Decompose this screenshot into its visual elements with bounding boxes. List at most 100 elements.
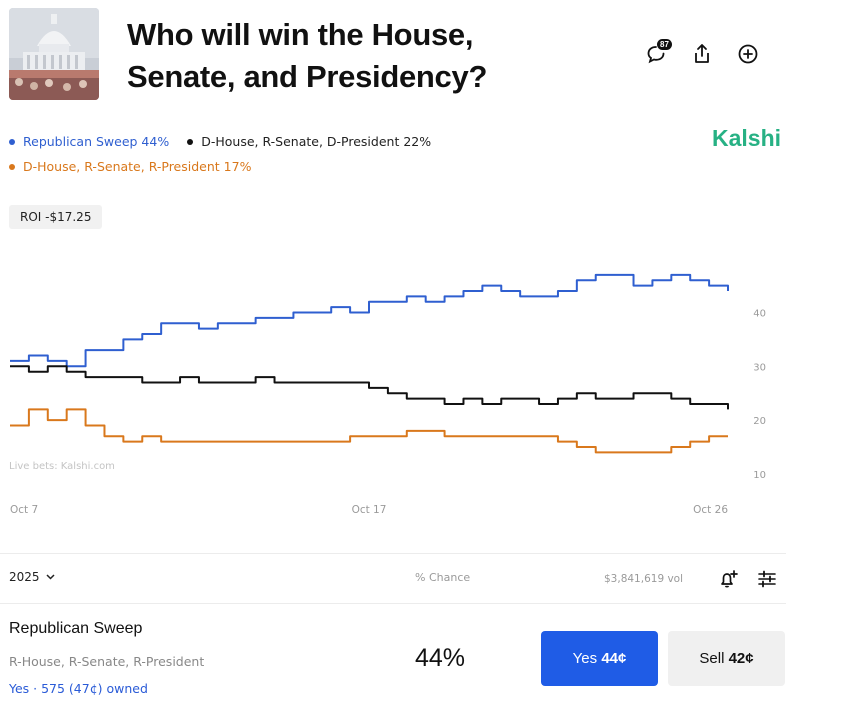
legend-label: D-House, R-Senate, R-President 17% [23, 159, 252, 174]
data-point [669, 445, 673, 449]
market-name[interactable]: Republican Sweep [9, 620, 143, 637]
data-point [65, 407, 69, 411]
legend-dot [9, 163, 15, 170]
position-owned: Yes · 575 (47¢) owned [9, 681, 148, 696]
data-point [499, 289, 503, 293]
legend-item[interactable]: D-House, R-Senate, D-President 22% [187, 134, 431, 149]
market-chance: 44% [415, 644, 466, 672]
yes-prefix: Yes [572, 650, 598, 667]
data-point [556, 397, 560, 401]
data-point [726, 434, 730, 438]
data-point [480, 284, 484, 288]
data-point [46, 359, 50, 363]
data-point [613, 273, 617, 277]
data-point [140, 434, 144, 438]
data-point [518, 294, 522, 298]
data-point [424, 429, 428, 433]
data-point [480, 402, 484, 406]
data-point [235, 440, 239, 444]
data-point [726, 289, 730, 293]
data-point [650, 391, 654, 395]
data-point [329, 305, 333, 309]
data-point [273, 316, 277, 320]
legend-item[interactable]: D-House, R-Senate, R-President 17% [9, 159, 251, 174]
data-point [197, 327, 201, 331]
data-point [348, 380, 352, 384]
data-point [159, 440, 163, 444]
data-point [273, 380, 277, 384]
data-point [178, 440, 182, 444]
data-point [216, 380, 220, 384]
data-point [310, 380, 314, 384]
data-point [632, 450, 636, 454]
data-point [46, 418, 50, 422]
share-icon[interactable] [686, 38, 718, 70]
page-title: Who will win the House, Senate, and Pres… [127, 17, 488, 94]
data-point [650, 278, 654, 282]
data-point [669, 273, 673, 277]
data-point [329, 440, 333, 444]
brand-logo: Kalshi [712, 125, 782, 151]
x-tick-label: Oct 26 [693, 504, 728, 516]
data-point [386, 434, 390, 438]
data-point [424, 397, 428, 401]
data-point [121, 375, 125, 379]
data-point [688, 440, 692, 444]
data-point [594, 273, 598, 277]
roi-badge: ROI -$17.25 [9, 205, 103, 229]
y-tick-label: 10 [753, 470, 766, 481]
data-point [102, 348, 106, 352]
data-point [480, 434, 484, 438]
y-tick-label: 30 [753, 362, 766, 373]
legend-dot [187, 138, 194, 145]
chart-watermark: Live bets: Kalshi.com [9, 461, 115, 472]
settings-sliders-icon[interactable] [754, 566, 780, 592]
comment-icon[interactable]: 87 [640, 38, 672, 70]
data-point [140, 332, 144, 336]
data-point [632, 284, 636, 288]
data-point [121, 440, 125, 444]
data-point [669, 397, 673, 401]
data-point [575, 391, 579, 395]
data-point [726, 407, 730, 411]
data-point [235, 380, 239, 384]
probability-chart: Live bets: Kalshi.com 40 30 20 10 Oct 7 Oct 1… [8, 273, 766, 516]
chart-legend: Republican Sweep 44% D-House, R-Senate, … [9, 129, 431, 179]
data-point [291, 440, 295, 444]
data-point [443, 294, 447, 298]
year-select[interactable]: 2025 [9, 570, 55, 584]
data-point [178, 321, 182, 325]
data-point [461, 434, 465, 438]
data-point [405, 429, 409, 433]
data-point [499, 434, 503, 438]
data-point [461, 397, 465, 401]
data-point [329, 380, 333, 384]
data-point [613, 450, 617, 454]
data-point [461, 289, 465, 293]
chevron-down-icon [46, 574, 55, 580]
header-actions: 87 [640, 38, 764, 70]
buy-yes-button[interactable]: Yes 44¢ [541, 631, 658, 686]
legend-item[interactable]: Republican Sweep 44% [9, 134, 169, 149]
add-icon[interactable] [732, 38, 764, 70]
data-point [8, 364, 12, 368]
data-point [8, 359, 12, 363]
sell-button[interactable]: Sell 42¢ [668, 631, 785, 686]
data-point [310, 311, 314, 315]
legend-label: Republican Sweep 44% [23, 134, 170, 149]
data-point [518, 434, 522, 438]
data-point [386, 391, 390, 395]
data-point [102, 434, 106, 438]
y-tick-label: 40 [753, 309, 766, 320]
data-point [310, 440, 314, 444]
data-point [707, 284, 711, 288]
data-point [348, 434, 352, 438]
data-point [84, 348, 88, 352]
yes-price: 44¢ [601, 650, 627, 667]
add-alert-icon[interactable] [715, 566, 741, 592]
data-point [197, 380, 201, 384]
data-point [367, 434, 371, 438]
data-point [405, 397, 409, 401]
data-point [235, 321, 239, 325]
data-point [27, 407, 31, 411]
